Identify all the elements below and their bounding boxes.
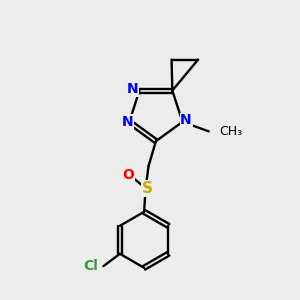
Text: N: N [122, 115, 134, 129]
Text: O: O [122, 167, 134, 182]
Text: N: N [180, 113, 192, 128]
Text: Cl: Cl [83, 259, 98, 273]
Text: S: S [142, 181, 153, 196]
Text: N: N [127, 82, 139, 96]
Text: CH₃: CH₃ [219, 125, 242, 138]
